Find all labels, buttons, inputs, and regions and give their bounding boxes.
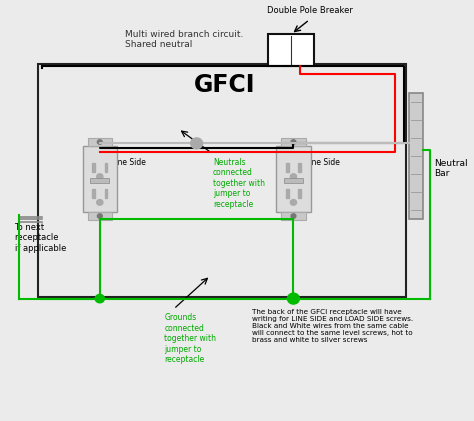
Circle shape bbox=[291, 174, 297, 179]
Bar bbox=[268, 34, 314, 66]
Circle shape bbox=[291, 140, 296, 144]
Bar bbox=[282, 212, 306, 220]
Bar bbox=[91, 178, 109, 183]
Bar bbox=[286, 189, 289, 198]
Text: GFCI: GFCI bbox=[194, 72, 256, 96]
Circle shape bbox=[97, 214, 102, 218]
Circle shape bbox=[97, 174, 103, 179]
Text: Double Pole Breaker: Double Pole Breaker bbox=[267, 6, 353, 16]
Circle shape bbox=[287, 293, 300, 304]
Bar bbox=[92, 189, 95, 198]
Text: Grounds
connected
together with
jumper to
receptacle: Grounds connected together with jumper t… bbox=[164, 313, 216, 364]
Bar bbox=[282, 138, 306, 146]
Bar bbox=[37, 64, 406, 296]
Text: Line Side: Line Side bbox=[305, 158, 340, 167]
Bar bbox=[409, 93, 423, 219]
Bar bbox=[88, 212, 112, 220]
Text: Neutral
Bar: Neutral Bar bbox=[434, 159, 468, 178]
Bar bbox=[284, 178, 303, 183]
Text: The back of the GFCI receptacle will have
writing for LINE SIDE and LOAD SIDE sc: The back of the GFCI receptacle will hav… bbox=[252, 309, 413, 343]
Text: Load
Side: Load Side bbox=[93, 199, 111, 218]
Circle shape bbox=[191, 138, 202, 149]
Text: Multi wired branch circuit.
Shared neutral: Multi wired branch circuit. Shared neutr… bbox=[125, 30, 244, 49]
Text: Line Side: Line Side bbox=[111, 158, 146, 167]
Text: To next
receptacle
if applicable: To next receptacle if applicable bbox=[15, 223, 66, 253]
Bar bbox=[298, 189, 301, 198]
Circle shape bbox=[97, 140, 102, 144]
Bar bbox=[286, 163, 289, 172]
Bar bbox=[88, 138, 112, 146]
Circle shape bbox=[97, 200, 103, 205]
Bar bbox=[82, 146, 117, 212]
Text: Neutrals
connected
together with
jumper to
receptacle: Neutrals connected together with jumper … bbox=[213, 158, 265, 209]
Bar bbox=[92, 163, 95, 172]
Circle shape bbox=[291, 200, 297, 205]
Text: Load
Side: Load Side bbox=[286, 199, 305, 218]
Circle shape bbox=[95, 294, 104, 303]
Bar bbox=[298, 163, 301, 172]
Bar bbox=[276, 146, 311, 212]
Circle shape bbox=[291, 214, 296, 218]
Bar bbox=[105, 189, 108, 198]
Bar bbox=[105, 163, 108, 172]
